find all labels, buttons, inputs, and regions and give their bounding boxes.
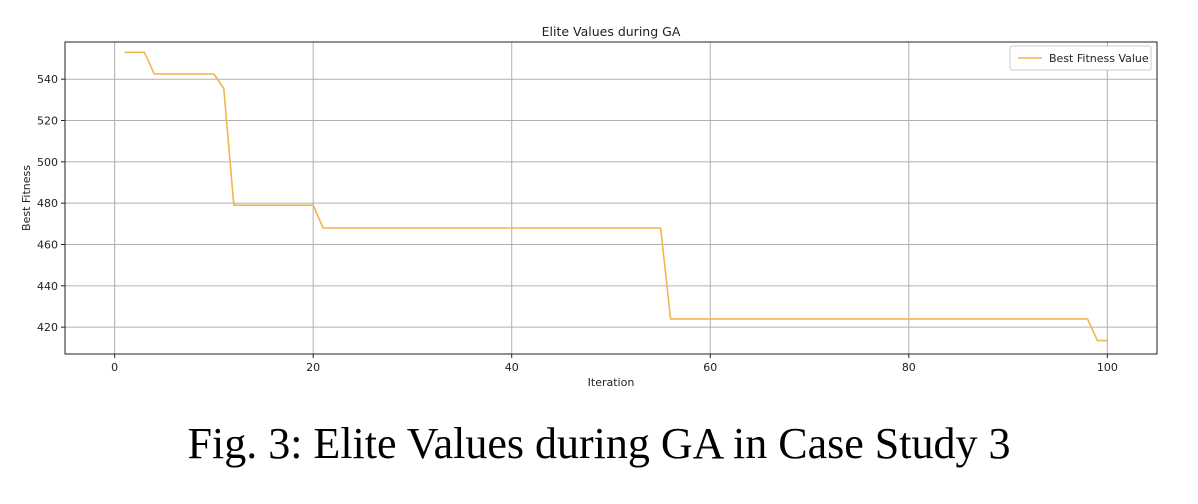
y-tick-label: 420 bbox=[37, 321, 58, 334]
x-tick-label: 40 bbox=[505, 361, 519, 374]
y-tick-label: 460 bbox=[37, 238, 58, 251]
figure-caption: Fig. 3: Elite Values during GA in Case S… bbox=[187, 419, 1011, 468]
x-tick-label: 100 bbox=[1097, 361, 1118, 374]
x-tick-label: 60 bbox=[703, 361, 717, 374]
series-layer bbox=[124, 51, 1108, 342]
y-tick-label: 480 bbox=[37, 197, 58, 210]
series-line-best-fitness-value bbox=[124, 51, 1108, 342]
chart-title: Elite Values during GA bbox=[542, 24, 681, 39]
legend: Best Fitness Value bbox=[1009, 45, 1152, 71]
x-tick-label: 80 bbox=[902, 361, 916, 374]
y-axis: 420 440 460 480 500 520 540 bbox=[37, 73, 65, 334]
x-tick-label: 20 bbox=[306, 361, 320, 374]
legend-label: Best Fitness Value bbox=[1049, 52, 1149, 65]
x-axis-label: Iteration bbox=[588, 376, 635, 389]
y-tick-label: 520 bbox=[37, 115, 58, 128]
grid bbox=[65, 42, 1157, 354]
legend-box bbox=[1009, 45, 1152, 71]
y-tick-label: 440 bbox=[37, 280, 58, 293]
y-tick-label: 540 bbox=[37, 73, 58, 86]
x-axis: 0 20 40 60 80 100 bbox=[111, 354, 1118, 374]
x-tick-label: 0 bbox=[111, 361, 118, 374]
plot-frame bbox=[64, 41, 1158, 355]
y-tick-label: 500 bbox=[37, 156, 58, 169]
y-axis-label: Best Fitness bbox=[20, 165, 33, 231]
